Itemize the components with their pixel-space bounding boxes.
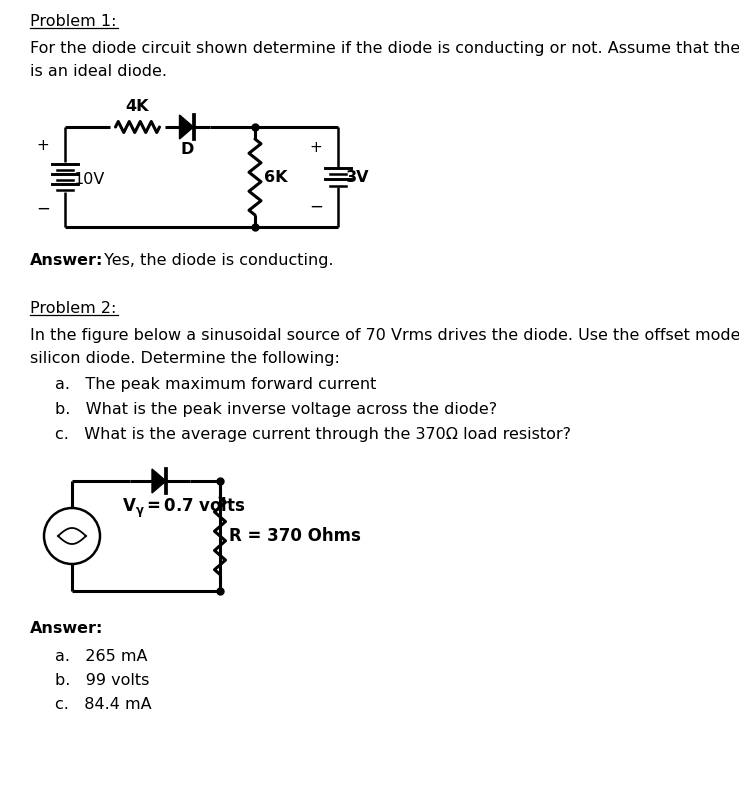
Text: b.   99 volts: b. 99 volts [55,673,149,688]
Text: Answer:: Answer: [30,621,103,636]
Text: In the figure below a sinusoidal source of 70 Vrms drives the diode. Use the off: In the figure below a sinusoidal source … [30,328,739,343]
Text: 3V: 3V [346,170,370,184]
Text: 4K: 4K [126,99,149,114]
Text: Yes, the diode is conducting.: Yes, the diode is conducting. [99,253,333,268]
Text: $\mathbf{V_{\gamma} = 0.7}$ $\mathbf{volts}$: $\mathbf{V_{\gamma} = 0.7}$ $\mathbf{vol… [122,496,245,520]
Text: c.   What is the average current through the 370Ω load resistor?: c. What is the average current through t… [55,427,571,442]
Text: a.   265 mA: a. 265 mA [55,649,148,664]
Text: b.   What is the peak inverse voltage across the diode?: b. What is the peak inverse voltage acro… [55,402,497,417]
Text: For the diode circuit shown determine if the diode is conducting or not. Assume : For the diode circuit shown determine if… [30,41,739,56]
Polygon shape [152,469,166,493]
Text: 10V: 10V [73,172,104,188]
Text: R = 370 Ohms: R = 370 Ohms [229,527,361,545]
Text: silicon diode. Determine the following:: silicon diode. Determine the following: [30,351,340,366]
Polygon shape [180,115,194,139]
Text: a.   The peak maximum forward current: a. The peak maximum forward current [55,377,376,392]
Text: +: + [37,138,50,153]
Text: Problem 1:: Problem 1: [30,14,117,29]
Text: −: − [36,200,50,218]
Text: Problem 2:: Problem 2: [30,301,116,316]
Text: 6K: 6K [264,170,287,184]
Text: +: + [310,139,322,155]
Text: c.   84.4 mA: c. 84.4 mA [55,697,151,712]
Text: −: − [309,198,323,216]
Text: D: D [181,142,194,157]
Text: Answer:: Answer: [30,253,103,268]
Text: is an ideal diode.: is an ideal diode. [30,64,167,79]
